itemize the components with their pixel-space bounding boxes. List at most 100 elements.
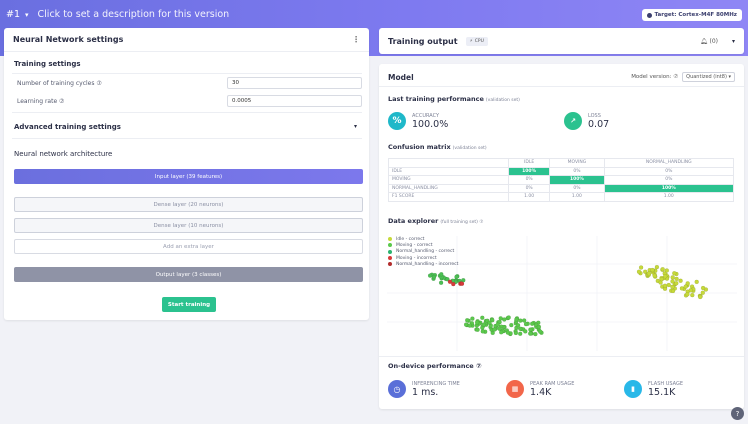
scatter-point	[495, 322, 500, 327]
table-header-cell: IDLE	[507, 158, 551, 168]
cycles-input[interactable]: 30	[227, 77, 362, 89]
data-explorer-note: (full training set) ⑦	[440, 220, 484, 225]
legend-item[interactable]: Moving - correct	[388, 242, 458, 248]
scatter-point	[533, 331, 538, 337]
scatter-point	[670, 279, 675, 284]
legend-label: Moving - incorrect	[396, 255, 437, 261]
version-number[interactable]: #1	[6, 9, 21, 20]
scatter-point	[505, 330, 511, 335]
last-performance-title: Last training performance (validation set…	[388, 95, 520, 103]
loss-metric: ↗ LOSS 0.07	[564, 112, 609, 130]
table-cell: 0%	[549, 183, 605, 193]
last-performance-note: (validation set)	[485, 98, 520, 103]
scatter-point	[660, 267, 665, 272]
table-cell: 100%	[507, 166, 551, 176]
more-options-icon[interactable]: ⋮	[352, 35, 360, 44]
percent-icon: %	[388, 112, 406, 130]
scatter-point	[474, 320, 480, 325]
learning-rate-label: Learning rate ⑦	[17, 98, 65, 105]
legend-dot	[388, 256, 392, 261]
input-layer[interactable]: Input layer (39 features)	[14, 169, 363, 184]
help-icon[interactable]: ?	[731, 407, 744, 420]
training-output-title: Training output	[388, 36, 458, 46]
inference-label: INFERENCING TIME	[412, 380, 460, 387]
add-layer-button[interactable]: Add an extra layer	[14, 239, 363, 254]
table-row: MOVING 0% 100% 0%	[388, 175, 735, 185]
table-cell: 1.00	[603, 192, 735, 202]
scatter-point	[447, 279, 453, 284]
model-version: Model version: ⑦ Quantized (int8) ▾	[631, 72, 735, 82]
dense-layer-1[interactable]: Dense layer (20 neurons)	[14, 197, 363, 212]
loss-value: 0.07	[588, 118, 610, 130]
accuracy-value: 100.0%	[412, 118, 449, 130]
storage-icon: ▮	[624, 380, 642, 398]
table-cell: 1.00	[549, 192, 605, 202]
scatter-point	[685, 292, 690, 297]
nn-settings-panel: Neural Network settings ⋮ Training setti…	[4, 28, 369, 320]
chevron-down-icon[interactable]: ▾	[731, 37, 735, 45]
data-explorer-title: Data explorer (full training set) ⑦	[388, 217, 483, 225]
scatter-point	[451, 281, 456, 287]
output-layer[interactable]: Output layer (3 classes)	[14, 267, 363, 282]
scatter-point	[439, 272, 444, 277]
scatter-point	[694, 279, 699, 285]
start-training-button[interactable]: Start training	[162, 297, 216, 312]
accuracy-label: ACCURACY	[412, 112, 440, 119]
scatter-point	[481, 322, 486, 327]
ram-metric: ▦ PEAK RAM USAGE 1.4K	[506, 380, 574, 398]
scatter-point	[518, 318, 523, 323]
confusion-matrix-title: Confusion matrix (validation set)	[388, 143, 487, 151]
legend-dot	[388, 262, 392, 267]
legend-item[interactable]: Normal_handling - incorrect	[388, 261, 458, 267]
confusion-matrix-note: (validation set)	[452, 146, 487, 151]
chevron-down-icon[interactable]: ▾	[25, 10, 29, 19]
model-panel: Model Model version: ⑦ Quantized (int8) …	[379, 64, 744, 409]
version-selector[interactable]: #1 ▾ Click to set a description for this…	[6, 9, 229, 20]
target-badge[interactable]: Target: Cortex-M4F 80MHz	[641, 9, 742, 21]
model-version-select[interactable]: Quantized (int8) ▾	[682, 72, 735, 82]
cpu-label: CPU	[474, 38, 484, 44]
scatter-point	[664, 268, 669, 273]
scatter-point	[465, 318, 470, 323]
scatter-point	[530, 321, 535, 326]
scatter-point	[674, 276, 679, 282]
scatter-point	[427, 273, 433, 278]
data-explorer-scatter[interactable]	[387, 236, 737, 351]
ram-label: PEAK RAM USAGE	[530, 380, 575, 387]
table-row: F1 SCORE 1.00 1.00 1.00	[388, 192, 735, 202]
legend-item[interactable]: Moving - incorrect	[388, 255, 458, 261]
cpu-badge: ⚡ CPU	[465, 36, 488, 46]
scatter-point	[523, 329, 528, 334]
target-icon	[646, 12, 652, 18]
version-description[interactable]: Click to set a description for this vers…	[37, 9, 230, 20]
model-title: Model	[388, 73, 414, 82]
target-label: Target: Cortex-M4F 80MHz	[654, 12, 738, 18]
counter-value: (0)	[709, 37, 718, 45]
scatter-point	[509, 322, 514, 328]
table-cell: 0%	[549, 166, 605, 176]
scatter-point	[467, 323, 472, 328]
learning-rate-input[interactable]: 0.0005	[227, 95, 362, 107]
scatter-point	[523, 321, 529, 327]
dense-layer-2[interactable]: Dense layer (10 neurons)	[14, 218, 363, 233]
ram-value: 1.4K	[530, 386, 552, 398]
legend-label: Normal_handling - incorrect	[396, 261, 459, 267]
table-row: IDLE 100% 0% 0%	[388, 166, 735, 176]
table-cell: IDLE	[388, 166, 509, 176]
flash-label: FLASH USAGE	[648, 380, 684, 387]
legend-item[interactable]: Idle - correct	[388, 236, 458, 242]
advanced-settings-toggle[interactable]: Advanced training settings	[14, 123, 121, 131]
scatter-point	[480, 315, 485, 320]
divider	[379, 356, 744, 357]
scatter-point	[670, 275, 675, 280]
scatter-point	[688, 288, 693, 293]
legend-label: Idle - correct	[396, 236, 425, 242]
table-cell: 0%	[507, 183, 551, 193]
legend-item[interactable]: Normal_handling - correct	[388, 249, 458, 255]
notification-counter[interactable]: 🔔︎ (0)	[700, 38, 718, 45]
nn-settings-header: Neural Network settings ⋮	[4, 28, 369, 52]
scatter-point	[506, 315, 511, 320]
chevron-down-icon[interactable]: ▾	[353, 123, 357, 130]
scatter-point	[674, 281, 679, 286]
table-cell: 100%	[549, 175, 605, 185]
